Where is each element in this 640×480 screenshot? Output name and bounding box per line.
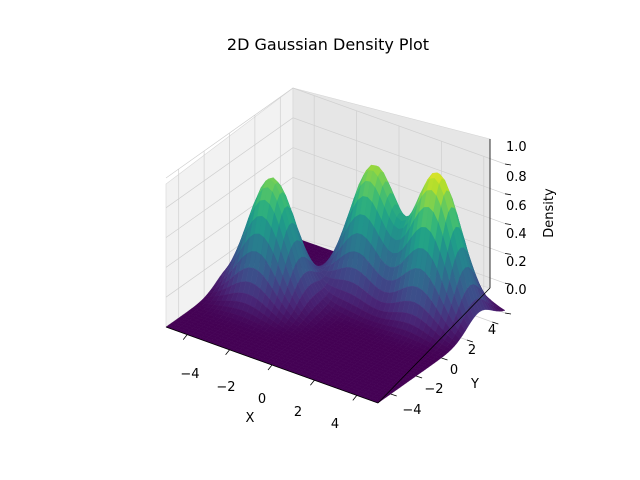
y-axis-label: Y: [470, 377, 479, 392]
z-tick-labels: 0.0 0.2 0.4 0.6 0.8 1.0: [506, 140, 527, 298]
y-tick-labels: −4 −2 0 2 4: [402, 323, 496, 418]
y-tick-label: −4: [402, 403, 421, 418]
x-tick-mark: [182, 334, 188, 340]
y-tick-mark: [390, 393, 397, 397]
x-tick-label: 4: [331, 417, 339, 432]
z-tick-mark: [504, 163, 512, 166]
y-tick-label: 2: [468, 343, 476, 358]
y-tick-label: 4: [488, 323, 496, 338]
z-gridline: [165, 117, 506, 209]
z-tick-label: 0.6: [506, 199, 527, 214]
z-tick-mark: [504, 282, 512, 285]
z-tick-mark: [504, 312, 512, 315]
y-tick-mark: [492, 321, 499, 325]
y-axis-line: [377, 287, 491, 404]
axis-lines: [165, 139, 512, 404]
y-tick-mark: [415, 375, 423, 379]
z-tick-mark: [504, 193, 512, 196]
z-axis-label: Density: [542, 188, 557, 238]
x-tick-mark: [352, 395, 358, 401]
density-surface: [165, 164, 506, 404]
x-tick-label: 2: [294, 405, 302, 420]
x-axis-label: X: [246, 411, 255, 426]
z-tick-label: 0.0: [506, 283, 527, 298]
z-tick-mark: [504, 223, 512, 225]
z-tick-label: 0.8: [506, 170, 527, 185]
z-tick-label: 0.4: [506, 227, 527, 242]
z-gridline: [165, 87, 506, 179]
x-tick-mark: [267, 364, 273, 371]
x-tick-labels: −4 −2 0 2 4: [180, 367, 339, 432]
y-tick-label: −2: [424, 382, 443, 397]
z-tick-label: 1.0: [506, 140, 527, 155]
z-tick-mark: [504, 253, 512, 255]
y-tick-mark: [466, 339, 474, 343]
chart-title: 2D Gaussian Density Plot: [227, 35, 429, 54]
x-tick-mark: [310, 379, 315, 386]
y-tick-label: 0: [450, 363, 458, 378]
x-tick-mark: [225, 349, 230, 356]
z-tick-label: 0.2: [506, 255, 527, 270]
x-tick-label: −2: [216, 380, 235, 395]
x-tick-label: −4: [180, 367, 199, 382]
x-tick-label: 0: [258, 392, 266, 407]
y-tick-mark: [441, 357, 448, 361]
